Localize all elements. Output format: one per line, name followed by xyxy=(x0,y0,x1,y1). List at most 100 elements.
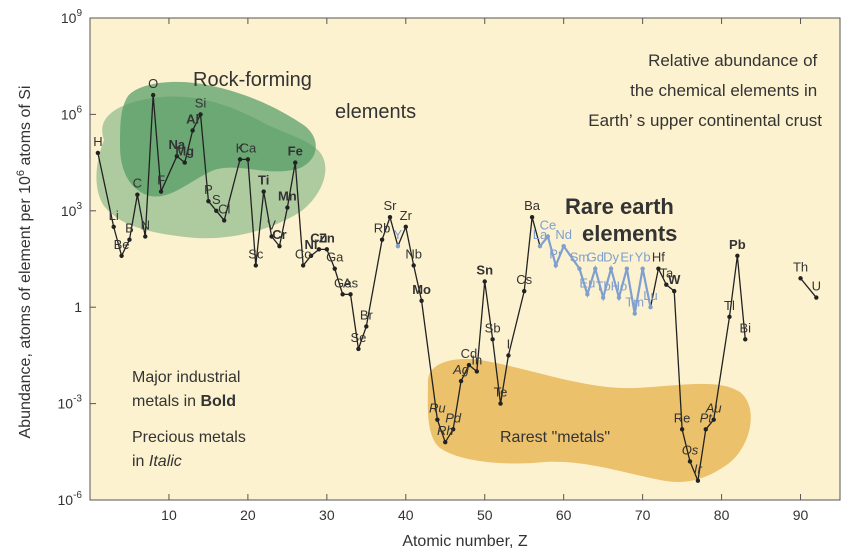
data-point-zn xyxy=(324,247,330,252)
x-tick-label: 50 xyxy=(477,507,493,523)
data-point-cl xyxy=(222,218,227,223)
data-point-v xyxy=(269,234,274,239)
data-point-fe xyxy=(293,160,298,165)
rock-forming-label-line-2: elements xyxy=(335,101,416,123)
y-tick-label: 109 xyxy=(61,8,83,26)
element-label-cl: Cl xyxy=(218,201,230,216)
data-point-ru xyxy=(435,417,440,422)
data-point-s xyxy=(214,208,219,213)
element-label-sn: Sn xyxy=(476,262,493,277)
data-point-au xyxy=(711,417,716,422)
chart-title-line-3: Earth’ s upper continental crust xyxy=(588,111,822,130)
element-label-se: Se xyxy=(350,330,366,345)
data-point-ge xyxy=(340,292,345,297)
data-point-lu xyxy=(648,305,653,310)
data-point-al xyxy=(190,128,195,133)
element-label-tb: Tb xyxy=(596,279,611,294)
data-point-h xyxy=(95,150,101,156)
industrial-note-line-1: Major industrial xyxy=(132,369,240,386)
series-layer xyxy=(95,92,819,484)
x-axis-label: Atomic number, Z xyxy=(402,533,528,550)
y-tick-label: 103 xyxy=(61,201,83,219)
rarest-metals-label: Rarest "metals" xyxy=(500,429,610,446)
data-point-pt xyxy=(703,427,708,432)
x-tick-label: 20 xyxy=(240,507,256,523)
element-label-ag: Ag xyxy=(452,362,470,377)
data-point-os xyxy=(687,459,693,464)
element-label-bi: Bi xyxy=(739,320,751,335)
rare-earth-label: Rare earth elements xyxy=(565,194,680,246)
data-point-eu xyxy=(585,292,590,297)
data-point-sr xyxy=(387,215,393,220)
rare-earth-label-line-1: Rare earth xyxy=(565,194,674,219)
data-point-re xyxy=(679,427,685,432)
element-label-rh: Rh xyxy=(437,423,454,438)
data-point-f xyxy=(158,189,164,194)
element-label-c: C xyxy=(133,176,142,191)
element-label-mg: Mg xyxy=(175,144,194,159)
data-point-pd xyxy=(450,427,456,432)
chart-title-line-2: the chemical elements in xyxy=(630,81,817,100)
element-label-ca: Ca xyxy=(240,140,257,155)
precious-note-line-2: in Italic xyxy=(132,453,182,470)
element-label-u: U xyxy=(812,279,821,294)
rare-earth-label-line-2: elements xyxy=(582,221,677,246)
data-point-ag xyxy=(458,378,464,384)
data-point-be xyxy=(119,253,124,258)
element-label-au: Au xyxy=(705,401,722,416)
data-point-la xyxy=(537,243,543,249)
element-label-sc: Sc xyxy=(248,246,264,261)
element-label-pt: Pt xyxy=(700,410,714,425)
data-point-te xyxy=(498,401,503,406)
y-axis-label-sup: 6 xyxy=(15,170,27,176)
element-label-pr: Pr xyxy=(549,246,563,261)
element-label-dy: Dy xyxy=(603,250,619,265)
data-point-mo xyxy=(419,298,424,303)
y-tick-label: 10-6 xyxy=(58,490,83,508)
rock-forming-label-line-1: Rock-forming xyxy=(193,69,312,91)
data-point-b xyxy=(127,237,132,242)
precious-note-italic: Italic xyxy=(149,453,182,470)
industrial-note: Major industrial metals in Bold xyxy=(132,369,245,410)
data-point-ta xyxy=(664,282,669,287)
y-axis-label: Abundance, atoms of element per 106 atom… xyxy=(15,86,34,439)
data-point-li xyxy=(111,224,116,230)
element-label-v: V xyxy=(267,218,276,233)
element-label-mn: Mn xyxy=(278,189,297,204)
data-point-cs xyxy=(522,288,527,294)
data-point-nd xyxy=(561,243,566,249)
data-point-na xyxy=(174,153,180,159)
data-point-as xyxy=(348,292,353,297)
axis-ticks: 10 20 30 40 50 60 70 80 90 10-6 10-3 1 103 106 109 xyxy=(58,8,809,523)
industrial-note-line-2: metals in Bold xyxy=(132,393,236,410)
element-label-ir: Ir xyxy=(694,462,703,477)
data-point-tb xyxy=(600,295,606,300)
element-label-zn: Zn xyxy=(319,230,335,245)
data-point-tm xyxy=(632,311,637,316)
element-label-er: Er xyxy=(620,250,634,265)
rarest-metals-region xyxy=(427,359,751,483)
data-point-rh xyxy=(443,439,448,445)
element-label-be: Be xyxy=(114,237,130,252)
data-point-hf xyxy=(656,266,661,271)
data-point-er xyxy=(624,266,630,271)
data-point-sb xyxy=(490,337,495,342)
data-point-u xyxy=(814,295,819,300)
precious-note-line-1: Precious metals xyxy=(132,429,246,446)
data-point-br xyxy=(364,324,369,329)
element-label-ti: Ti xyxy=(258,173,269,188)
element-label-as: As xyxy=(343,275,359,290)
data-point-mg xyxy=(182,160,187,165)
rock-forming-label: Rock-forming elements xyxy=(193,69,416,123)
data-point-bi xyxy=(743,337,748,342)
element-label-sm: Sm xyxy=(570,250,590,265)
element-label-si: Si xyxy=(195,95,207,110)
data-point-ga xyxy=(332,266,337,271)
element-label-na: Na xyxy=(169,137,186,152)
element-label-ni: Ni xyxy=(305,237,318,252)
data-point-rb xyxy=(379,237,385,242)
x-tick-label: 10 xyxy=(161,507,177,523)
element-label-cd: Cd xyxy=(461,346,478,361)
element-label-tl: Tl xyxy=(724,298,735,313)
y-tick-label: 10-3 xyxy=(58,394,83,412)
